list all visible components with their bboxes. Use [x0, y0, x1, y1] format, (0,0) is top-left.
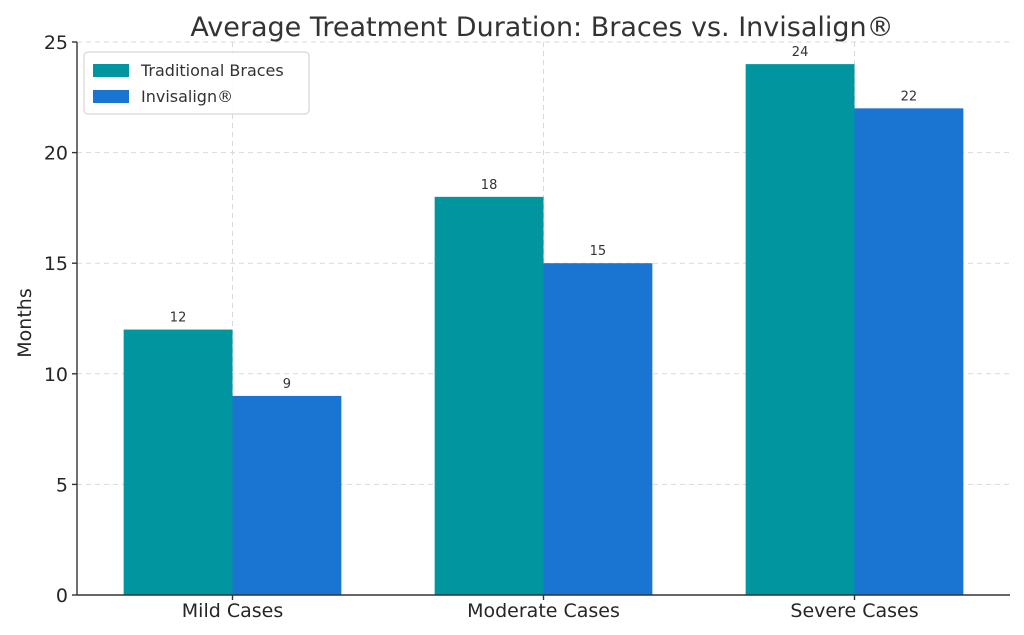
legend-swatch: [93, 90, 129, 103]
bar-invisalign-1: [543, 263, 653, 595]
x-tick-label: Severe Cases: [790, 600, 918, 622]
bars: [123, 64, 964, 596]
data-labels: 12 18 24 9 15 22: [170, 45, 917, 392]
chart-title: Average Treatment Duration: Braces vs. I…: [190, 12, 893, 43]
axes: [72, 41, 1010, 600]
y-tick-label: 25: [44, 32, 68, 54]
bar-invisalign-2: [854, 108, 964, 596]
bar-braces-0: [123, 329, 233, 595]
y-tick-label: 0: [56, 585, 68, 607]
data-label: 9: [283, 377, 291, 392]
bar-braces-2: [745, 64, 855, 596]
data-label: 24: [792, 45, 809, 60]
x-tick-label: Mild Cases: [182, 600, 283, 622]
tick-labels: 0 5 10 15 20 25 Mild Cases Moderate Cases Severe…: [44, 32, 919, 622]
x-tick-label: Moderate Cases: [467, 600, 620, 622]
y-tick-label: 10: [44, 364, 68, 386]
bar-invisalign-0: [232, 395, 342, 595]
data-label: 15: [590, 244, 607, 259]
legend-box: [83, 51, 310, 115]
y-tick-label: 5: [56, 474, 68, 496]
bar-braces-1: [434, 196, 544, 595]
y-axis-label: Months: [14, 288, 36, 357]
legend-swatch: [93, 64, 129, 77]
y-tick-label: 20: [44, 143, 68, 165]
data-label: 12: [170, 311, 187, 326]
data-label: 22: [901, 89, 918, 104]
data-label: 18: [481, 178, 498, 193]
legend-label: Invisalign®: [141, 87, 233, 106]
legend: Traditional Braces Invisalign®: [83, 51, 310, 115]
legend-label: Traditional Braces: [140, 61, 284, 80]
y-tick-label: 15: [44, 253, 68, 275]
